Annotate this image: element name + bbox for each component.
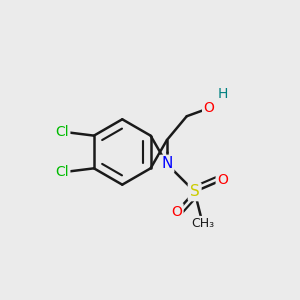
Text: CH₃: CH₃	[191, 217, 214, 230]
Text: N: N	[161, 156, 172, 171]
Text: Cl: Cl	[56, 165, 69, 179]
Text: O: O	[171, 205, 182, 218]
Text: H: H	[217, 87, 228, 101]
Text: Cl: Cl	[56, 125, 69, 139]
Text: O: O	[217, 173, 228, 187]
Text: O: O	[203, 101, 214, 115]
Text: S: S	[190, 184, 200, 199]
